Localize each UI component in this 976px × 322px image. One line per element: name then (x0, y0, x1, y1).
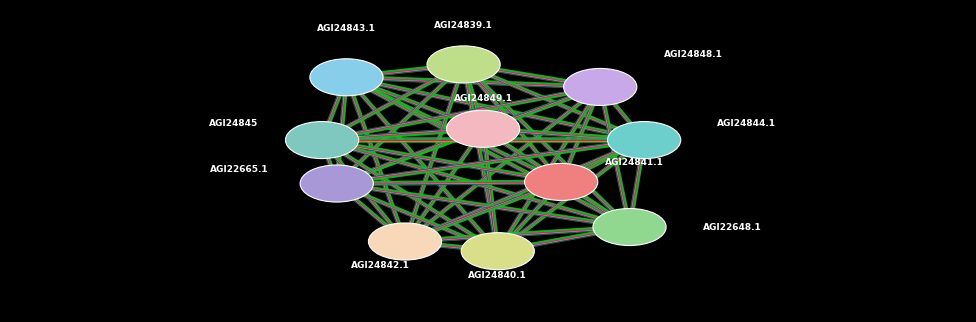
Ellipse shape (427, 46, 501, 83)
Text: AGI24845: AGI24845 (210, 119, 259, 128)
Text: AGI22648.1: AGI22648.1 (703, 223, 761, 232)
Text: AGI24840.1: AGI24840.1 (468, 271, 527, 280)
Text: AGI24843.1: AGI24843.1 (317, 24, 376, 33)
Text: AGI24844.1: AGI24844.1 (717, 119, 776, 128)
Text: AGI24842.1: AGI24842.1 (351, 261, 410, 270)
Text: AGI22665.1: AGI22665.1 (210, 165, 268, 174)
Text: AGI24849.1: AGI24849.1 (454, 94, 512, 103)
Ellipse shape (525, 164, 597, 200)
Ellipse shape (447, 110, 520, 147)
Ellipse shape (309, 59, 383, 96)
Text: AGI24839.1: AGI24839.1 (434, 21, 493, 30)
Ellipse shape (368, 223, 441, 260)
Ellipse shape (461, 232, 535, 270)
Text: AGI24848.1: AGI24848.1 (664, 50, 722, 59)
Ellipse shape (607, 122, 681, 159)
Ellipse shape (286, 122, 359, 159)
Text: AGI24841.1: AGI24841.1 (605, 158, 664, 167)
Ellipse shape (564, 69, 637, 106)
Ellipse shape (300, 165, 373, 202)
Ellipse shape (593, 209, 666, 246)
